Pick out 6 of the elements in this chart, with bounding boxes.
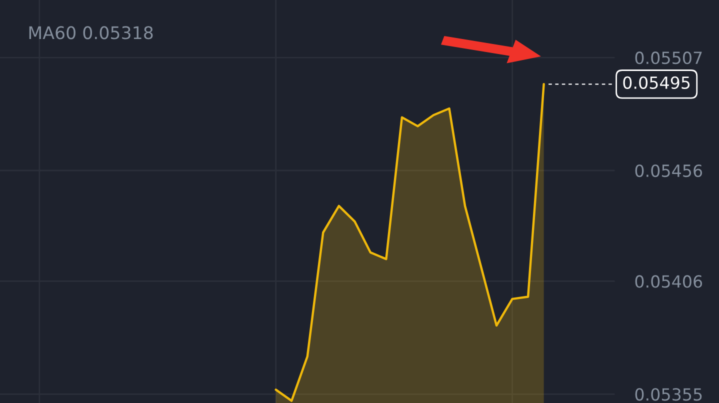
ref-line-label: 0.05495	[623, 76, 690, 89]
y-tick-label: 0.05355	[635, 388, 702, 401]
y-tick-label: 0.05406	[635, 275, 702, 288]
y-tick-label: 0.05456	[635, 164, 702, 178]
annotation: MA60 0.05318	[29, 26, 153, 40]
y-tick-label: 0.05507	[635, 52, 702, 64]
